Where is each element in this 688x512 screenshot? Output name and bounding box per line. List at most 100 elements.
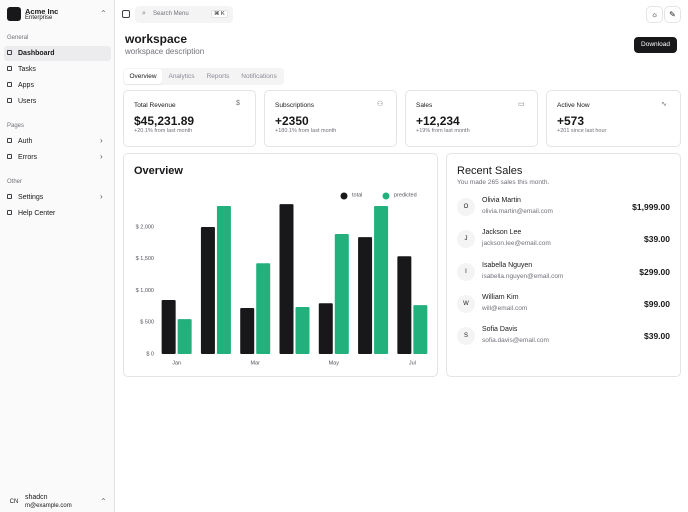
avatar: S	[457, 327, 475, 346]
bar	[279, 204, 294, 354]
search-shortcut: ⌘ K	[211, 10, 228, 18]
search-placeholder: Search Menu	[153, 11, 189, 17]
stat-value: +12,234	[416, 114, 460, 128]
bar	[240, 307, 255, 354]
legend-swatch	[382, 192, 390, 200]
stat-card: Total Revenue $ $45,231.89 +20.1% from last…	[123, 90, 256, 147]
stat-card: Active Now ∿ +573 +201 since last hour	[546, 90, 681, 147]
nav-chevron: ›	[100, 192, 103, 201]
sale-amount: $39.00	[644, 331, 670, 342]
tab[interactable]: Notifications	[241, 73, 277, 80]
nav-item[interactable]: Help Center	[4, 206, 111, 221]
theme-button[interactable]: ☼	[646, 6, 663, 23]
team-name[interactable]: Acme Inc	[25, 7, 59, 16]
bar	[161, 300, 176, 354]
stat-value: +573	[557, 114, 585, 128]
customer-email: will@email.com	[482, 304, 528, 312]
stat-value: $45,231.89	[134, 114, 195, 128]
stat-icon: ▭	[518, 101, 525, 108]
customer-name: Jackson Lee	[482, 229, 522, 237]
stat-note: +201 since last hour	[557, 128, 607, 134]
y-tick-label: $ 2,000	[136, 224, 154, 230]
y-tick-label: $ 1,000	[136, 288, 154, 294]
nav-group-label: Other	[7, 179, 23, 185]
sales-subtitle: You made 265 sales this month.	[457, 179, 550, 186]
download-button[interactable]: Download	[634, 37, 677, 53]
customer-email: jackson.lee@email.com	[482, 240, 551, 248]
nav-label[interactable]: Tasks	[18, 66, 36, 73]
nav-label[interactable]: Users	[18, 98, 37, 105]
user-menu[interactable]: ⌃	[100, 497, 107, 506]
y-tick-label: $ 1,500	[136, 256, 154, 262]
tab[interactable]: Reports	[206, 73, 230, 80]
nav-item[interactable]: Auth ›	[4, 134, 111, 149]
nav-label[interactable]: Auth	[18, 138, 33, 145]
stat-icon: ∿	[661, 101, 667, 108]
legend-label: total	[352, 192, 362, 198]
overview-card: Overview $ 0 $ 500 $ 1,000 $ 1,500 $ 2,000 to…	[123, 153, 438, 377]
nav-icon	[7, 154, 12, 159]
tabs: Overview Analytics Reports Notifications	[123, 68, 284, 85]
user-email: m@example.com	[25, 503, 72, 509]
bar	[358, 237, 373, 354]
bar	[397, 256, 412, 354]
sidebar: Acme Inc Enterprise ⌃ General Dashboard Ta…	[0, 0, 115, 512]
nav-item[interactable]: Apps	[4, 78, 111, 93]
sale-amount: $1,999.00	[632, 202, 670, 212]
avatar: J	[457, 230, 475, 249]
team-switch[interactable]: ⌃	[100, 9, 107, 18]
nav-item[interactable]: Users	[4, 94, 111, 109]
legend-swatch	[340, 192, 348, 200]
bar	[216, 206, 231, 354]
search[interactable]: ⌕ Search Menu ⌘ K	[135, 6, 233, 23]
bar	[256, 263, 271, 354]
sales-title: Recent Sales	[457, 165, 523, 177]
nav-label[interactable]: Errors	[18, 154, 38, 161]
x-tick-label: Jan	[172, 360, 181, 366]
stat-card: Subscriptions ⚇ +2350 +180.1% from last mon…	[264, 90, 397, 147]
team-plan: Enterprise	[25, 15, 53, 21]
stat-title: Subscriptions	[275, 102, 315, 109]
tab[interactable]: Overview	[124, 69, 162, 84]
stat-note: +19% from last month	[416, 128, 470, 134]
nav-item[interactable]: Errors ›	[4, 150, 111, 165]
nav-label[interactable]: Help Center	[18, 210, 56, 217]
nav-icon	[7, 50, 12, 55]
customer-name: Olivia Martin	[482, 197, 521, 204]
sidebar-toggle[interactable]	[122, 10, 130, 18]
bar	[318, 303, 333, 354]
recent-sales-card: Recent Sales You made 265 sales this mon…	[446, 153, 681, 377]
nav-label[interactable]: Settings	[18, 194, 44, 201]
nav-group-label: General	[7, 35, 29, 41]
nav-icon	[7, 210, 12, 215]
user-avatar[interactable]: CN	[9, 499, 19, 505]
page-description: workspace description	[125, 47, 205, 56]
team-logo[interactable]	[7, 7, 21, 21]
sale-amount: $99.00	[644, 298, 670, 309]
nav-icon	[7, 138, 12, 143]
avatar: W	[457, 294, 475, 313]
y-tick-label: $ 0	[146, 351, 154, 357]
tab[interactable]: Analytics	[168, 73, 195, 80]
nav-icon	[7, 82, 12, 87]
bar	[374, 206, 389, 354]
nav-icon	[7, 194, 12, 199]
page-title: workspace	[125, 32, 188, 46]
nav-label[interactable]: Apps	[18, 82, 34, 89]
stat-card: Sales ▭ +12,234 +19% from last month	[405, 90, 538, 147]
bar	[334, 233, 349, 354]
settings-button[interactable]: ✎	[664, 6, 681, 23]
stat-value: +2350	[275, 114, 309, 128]
nav-item[interactable]: Dashboard	[4, 46, 111, 61]
x-tick-label: Mar	[250, 360, 260, 366]
customer-name: Isabella Nguyen	[482, 261, 533, 269]
user-name[interactable]: shadcn	[25, 494, 48, 501]
x-tick-label: May	[329, 360, 340, 366]
nav-icon	[7, 66, 12, 71]
nav-item[interactable]: Settings ›	[4, 190, 111, 205]
nav-label[interactable]: Dashboard	[18, 50, 55, 57]
customer-email: olivia.martin@email.com	[482, 208, 553, 215]
bar	[295, 307, 310, 354]
nav-item[interactable]: Tasks	[4, 62, 111, 77]
